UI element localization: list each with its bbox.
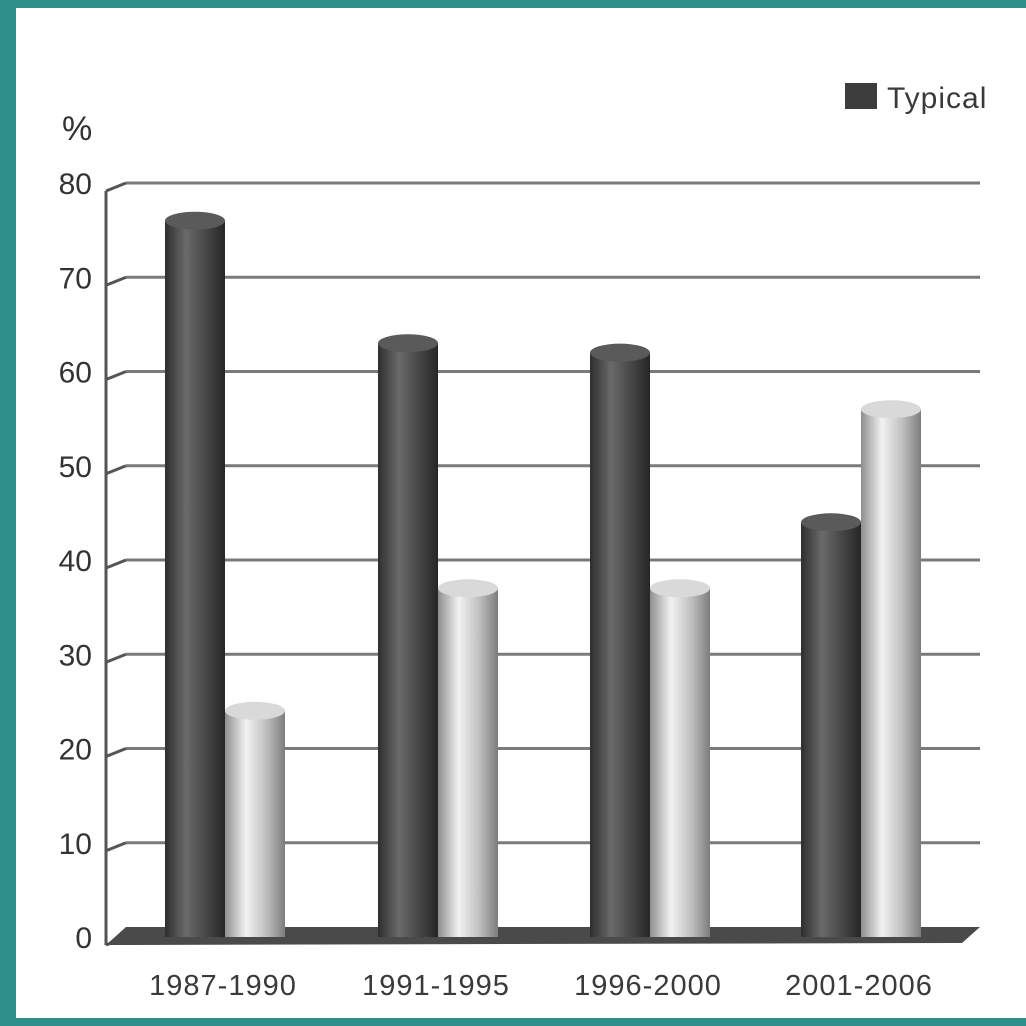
y-tick-label: 0 [75,922,92,955]
bar-series1-1996-2000 [650,588,710,937]
y-tick-mark [105,464,127,476]
bar-series1-2001-2006 [861,409,921,937]
bar-cap-series0-1987-1990 [165,211,225,230]
bar-series0-2001-2006 [801,522,861,937]
legend-label-typical: Typical [887,82,987,115]
y-tick-mark [105,181,127,193]
y-tick-mark [105,652,127,664]
bar-cap-series0-1996-2000 [590,343,650,362]
y-tick-mark [105,275,127,287]
bar-cap-series1-1987-1990 [225,701,285,720]
bar-series1-1991-1995 [438,588,498,937]
chart-floor [106,927,980,945]
bar-cap-series0-1991-1995 [378,334,438,353]
y-tick-label: 50 [59,451,92,484]
bar-cap-series1-2001-2006 [861,400,921,419]
bar-cap-series1-1991-1995 [438,579,498,598]
y-tick-mark [105,747,127,758]
x-tick-label: 1991-1995 [362,970,510,1002]
legend-swatch-typical [845,83,877,109]
x-tick-label: 2001-2006 [785,970,933,1002]
y-tick-label: 70 [59,262,92,295]
x-tick-label: 1996-2000 [574,970,722,1002]
bar-cap-series0-2001-2006 [801,513,861,532]
bar-series0-1996-2000 [590,352,650,937]
bars [165,211,921,938]
y-axis-label: % [62,110,92,148]
y-tick-label: 40 [59,545,92,578]
y-axis: 0 10 20 30 40 50 60 70 80 [59,168,127,955]
bar-series0-1991-1995 [378,343,438,938]
legend: Typical [845,82,987,115]
y-tick-label: 80 [59,168,92,201]
x-tick-label: 1987-1990 [149,970,297,1002]
y-tick-label: 20 [59,734,92,767]
bar-series1-1987-1990 [225,710,285,937]
bar-series0-1987-1990 [165,220,225,937]
bar-cap-series1-1996-2000 [650,579,710,598]
y-tick-mark [105,841,127,853]
y-tick-mark [105,370,127,381]
y-tick-label: 60 [59,357,92,390]
y-tick-label: 30 [59,639,92,672]
floor-plane [106,927,980,945]
y-tick-label: 10 [59,828,92,861]
x-axis: 1987-1990 1991-1995 1996-2000 2001-2006 [149,970,933,1002]
y-tick-mark [105,558,127,570]
